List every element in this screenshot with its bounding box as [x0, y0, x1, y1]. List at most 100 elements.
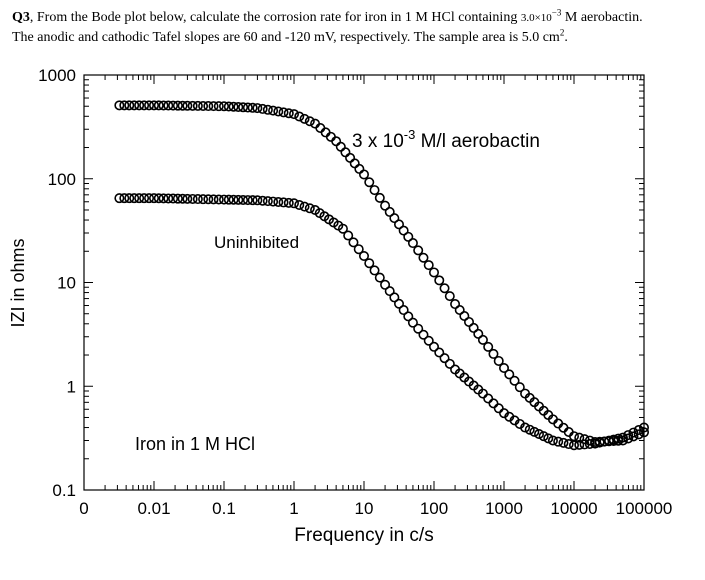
data-point — [177, 100, 188, 111]
data-point — [129, 193, 140, 204]
data-point — [423, 260, 434, 271]
data-point — [477, 388, 488, 399]
data-point — [369, 185, 380, 196]
x-tick-label: 10000 — [550, 499, 597, 518]
data-point — [613, 433, 624, 444]
data-point — [623, 430, 634, 441]
data-point — [149, 100, 160, 111]
x-tick-label: 0.01 — [137, 499, 170, 518]
data-point — [439, 283, 450, 294]
data-point — [238, 194, 249, 205]
data-point — [413, 323, 424, 334]
data-point — [403, 231, 414, 242]
data-point — [498, 362, 509, 373]
data-point — [119, 193, 130, 204]
data-point — [299, 201, 310, 212]
data-point — [182, 100, 193, 111]
data-point — [384, 206, 395, 217]
data-point — [584, 439, 595, 450]
data-point — [172, 193, 183, 204]
data-point — [252, 195, 263, 206]
data-point — [124, 193, 135, 204]
data-point — [139, 100, 150, 111]
data-point — [168, 193, 179, 204]
data-point — [477, 334, 488, 345]
x-tick-label: 0.1 — [212, 499, 236, 518]
data-point — [177, 193, 188, 204]
data-point — [493, 403, 504, 414]
data-point — [434, 347, 445, 358]
concentration-base: 3.0×10 — [520, 12, 552, 24]
data-point — [558, 437, 569, 448]
data-point — [483, 341, 494, 352]
data-point — [192, 194, 203, 205]
data-point — [579, 434, 590, 445]
data-point — [358, 169, 369, 180]
data-point — [304, 116, 315, 127]
x-tick-label: 1000 — [485, 499, 523, 518]
data-point — [393, 298, 404, 309]
data-point — [538, 431, 549, 442]
data-point — [247, 102, 258, 113]
question-text-c: The anodic and cathodic Tafel slopes are… — [12, 30, 560, 45]
data-point — [428, 267, 439, 278]
data-point — [238, 102, 249, 113]
data-point — [288, 198, 299, 209]
data-point — [158, 100, 169, 111]
data-point — [233, 194, 244, 205]
x-axis-label: Frequency in c/s — [294, 525, 433, 546]
axis-ticks — [83, 75, 644, 491]
data-point — [590, 438, 601, 449]
data-point — [509, 375, 520, 386]
data-point — [364, 258, 375, 269]
data-point — [520, 422, 531, 433]
data-point — [568, 440, 579, 451]
data-point — [278, 197, 289, 208]
data-point — [208, 101, 219, 112]
question-text-b: M aerobactin. — [561, 10, 643, 25]
data-point — [114, 193, 125, 204]
data-point — [434, 275, 445, 286]
data-point — [114, 100, 125, 111]
data-point — [423, 335, 434, 346]
data-point — [493, 355, 504, 366]
data-point — [439, 353, 450, 364]
data-point — [268, 196, 279, 207]
data-point — [488, 348, 499, 359]
data-point — [172, 100, 183, 111]
data-point — [418, 252, 429, 263]
data-point — [213, 194, 224, 205]
data-point — [483, 393, 494, 404]
data-point — [594, 437, 605, 448]
y-tick-label: 100 — [48, 170, 76, 189]
data-point — [158, 193, 169, 204]
data-point — [144, 100, 155, 111]
data-point — [242, 195, 253, 206]
data-point — [273, 197, 284, 208]
data-point — [124, 100, 135, 111]
data-point — [299, 113, 310, 124]
data-point — [543, 433, 554, 444]
question-text-a: , From the Bode plot below, calculate th… — [29, 10, 521, 25]
data-point — [633, 429, 644, 440]
x-tick-label: 1 — [289, 499, 298, 518]
data-point — [337, 223, 348, 234]
concentration-exponent: −3 — [551, 7, 562, 18]
data-point — [488, 398, 499, 409]
data-point — [574, 439, 585, 450]
data-point — [163, 193, 174, 204]
data-point — [529, 426, 540, 437]
data-point — [514, 382, 525, 393]
x-tick-label: 10 — [355, 499, 374, 518]
data-point — [252, 103, 263, 114]
data-point — [349, 158, 360, 169]
data-point — [553, 436, 564, 447]
data-point — [203, 101, 214, 112]
data-point — [335, 141, 346, 152]
data-point — [504, 369, 515, 380]
data-point — [574, 432, 585, 443]
x-tick-labels: 0 0.01 0.1 1 10 100 1000 10000 100000 — [79, 499, 672, 518]
data-point — [262, 196, 273, 207]
data-point — [444, 358, 455, 369]
